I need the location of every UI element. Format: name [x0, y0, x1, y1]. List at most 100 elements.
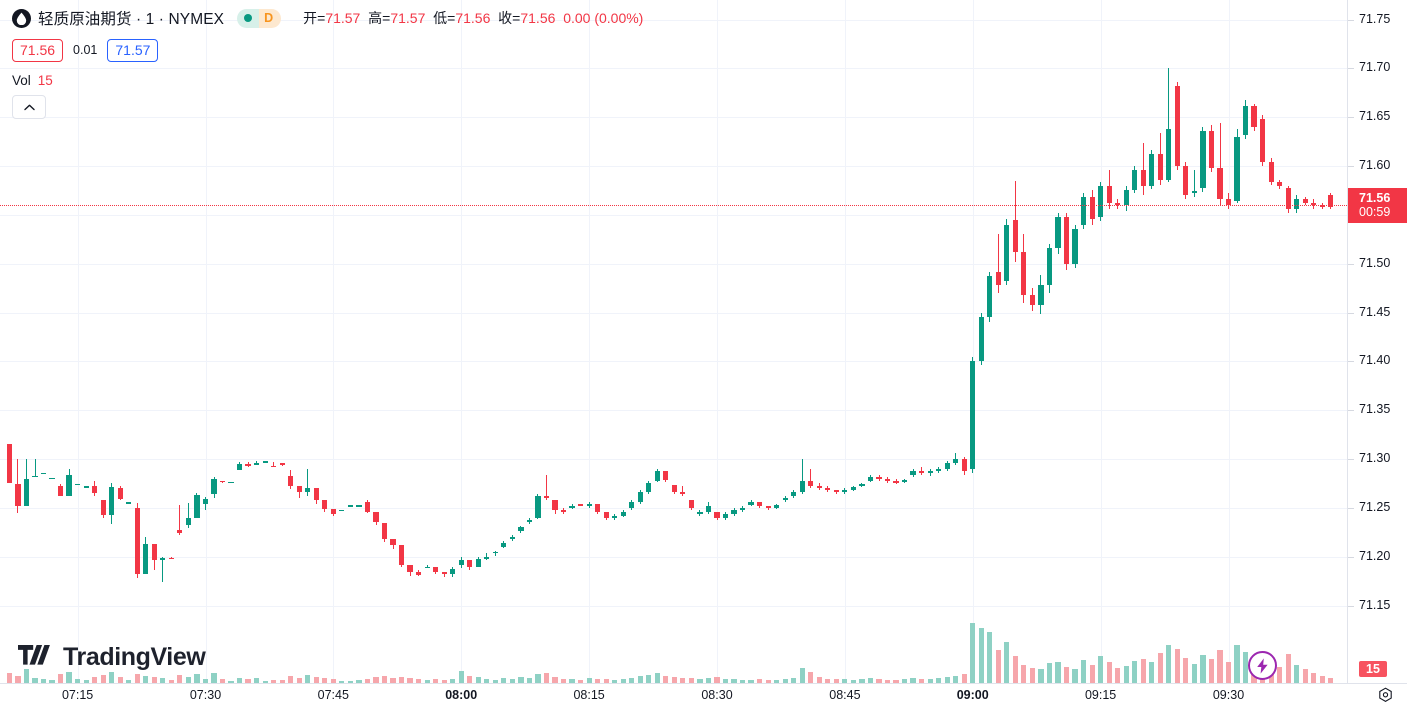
- volume-axis-badge[interactable]: 15: [1359, 661, 1387, 677]
- candle-body-down: [330, 508, 336, 514]
- collapse-pane-button[interactable]: [12, 95, 46, 119]
- volume-bar: [884, 679, 891, 683]
- volume-legend[interactable]: Vol 15: [12, 73, 643, 88]
- high-label: 高=: [368, 10, 391, 26]
- candle-body-up: [987, 276, 993, 318]
- volume-bar: [475, 677, 481, 683]
- candle-body-up: [424, 566, 430, 568]
- volume-bar: [160, 677, 166, 683]
- volume-bar: [23, 669, 30, 683]
- candle-body-up: [1234, 136, 1240, 202]
- candle-body-down: [1217, 168, 1223, 200]
- ask-price[interactable]: 71.57: [107, 38, 159, 62]
- candle-body-up: [927, 470, 933, 473]
- volume-legend-value: 15: [37, 73, 53, 88]
- low-label: 低=: [433, 10, 456, 26]
- current-price-badge[interactable]: 71.56 00:59: [1348, 188, 1407, 224]
- candle-body-down: [416, 572, 422, 576]
- volume-bar: [458, 671, 464, 683]
- candle-body-up: [450, 568, 456, 575]
- price-axis-tick: 71.40: [1359, 353, 1391, 368]
- volume-bar: [296, 677, 302, 683]
- volume-bar: [612, 679, 618, 683]
- candle-body-down: [560, 509, 567, 512]
- price-axis-tick-mark: [1348, 605, 1354, 607]
- volume-bar: [1038, 669, 1044, 683]
- legend-symbol-row: 轻质原油期货 · 1 · NYMEX D 开=71.57 高=71.57 低=7…: [12, 5, 643, 31]
- volume-bar: [254, 678, 260, 683]
- candle-body-down: [816, 486, 822, 489]
- volume-bar: [57, 674, 64, 683]
- volume-bar: [808, 672, 814, 683]
- candle-body-up: [569, 506, 575, 508]
- price-axis-tick: 71.25: [1359, 499, 1391, 514]
- volume-bar: [245, 678, 251, 683]
- candle-body-up: [586, 504, 592, 506]
- candle-body-up: [612, 515, 618, 518]
- gridline-horizontal: [0, 214, 1347, 216]
- volume-bar: [381, 675, 388, 683]
- bid-price[interactable]: 71.56: [12, 38, 64, 62]
- price-axis-tick-mark: [1348, 68, 1354, 70]
- volume-bar: [398, 676, 405, 683]
- candle-body-up: [66, 474, 72, 497]
- volume-bar: [1157, 652, 1163, 683]
- chart-plot-area[interactable]: [0, 0, 1347, 683]
- candle-body-up: [1200, 130, 1206, 188]
- volume-bar: [552, 676, 558, 683]
- volume-bar: [961, 674, 967, 683]
- candle-body-up: [978, 317, 984, 362]
- symbol-title[interactable]: 轻质原油期货 · 1 · NYMEX: [38, 11, 225, 28]
- candle-body-down: [296, 486, 302, 493]
- candle-wick: [1168, 68, 1170, 182]
- volume-bar: [151, 677, 157, 683]
- lightning-bolt-icon[interactable]: [1248, 651, 1277, 680]
- volume-bar: [92, 676, 98, 683]
- candle-body-up: [518, 527, 524, 532]
- hex-settings-icon[interactable]: [1376, 686, 1394, 704]
- price-axis-tick-mark: [1348, 263, 1354, 265]
- volume-bar: [816, 676, 822, 683]
- bar-countdown: 00:59: [1359, 205, 1391, 220]
- candle-body-up: [1080, 197, 1087, 225]
- gridline-horizontal: [0, 166, 1347, 167]
- volume-bar: [765, 679, 771, 683]
- candle-body-up: [143, 544, 149, 575]
- interval-badge[interactable]: D: [237, 8, 282, 28]
- gridline-horizontal: [0, 263, 1347, 265]
- volume-bar: [910, 677, 916, 683]
- price-axis[interactable]: 71.75 71.70 71.65 71.60 71.50 71.45 71.40 71.35…: [1347, 0, 1407, 683]
- candle-body-up: [509, 537, 515, 540]
- candle-body-up: [126, 502, 132, 504]
- volume-bar: [1328, 677, 1334, 683]
- volume-bar: [330, 679, 336, 683]
- candle-body-up: [620, 511, 626, 516]
- volume-bar: [117, 676, 123, 683]
- volume-bar: [1080, 660, 1087, 683]
- volume-bar: [731, 678, 737, 683]
- candle-body-up: [501, 543, 507, 547]
- price-axis-tick: 71.20: [1359, 548, 1391, 563]
- volume-bar: [595, 678, 601, 683]
- volume-bar: [722, 679, 729, 683]
- candle-body-up: [211, 478, 217, 495]
- candle-wick: [187, 503, 189, 529]
- open-value: 71.57: [325, 10, 361, 26]
- candle-body-up: [1294, 199, 1300, 210]
- volume-bar: [833, 679, 839, 683]
- volume-bar: [918, 678, 925, 683]
- candle-body-up: [109, 487, 115, 515]
- volume-bar: [356, 679, 362, 683]
- candle-body-up: [1242, 105, 1249, 135]
- volume-bar: [313, 677, 319, 683]
- volume-bar: [646, 674, 652, 683]
- price-axis-tick: 71.70: [1359, 60, 1391, 75]
- volume-bar: [40, 678, 47, 683]
- candle-body-up: [49, 477, 55, 480]
- time-axis[interactable]: 07:15 07:30 07:45 08:00 08:15 08:30 08:45 09:00…: [0, 683, 1407, 707]
- candle-wick: [955, 453, 957, 465]
- price-axis-tick-mark: [1348, 556, 1354, 558]
- candle-wick: [256, 461, 258, 465]
- volume-bar: [620, 679, 626, 683]
- volume-bar: [705, 678, 712, 683]
